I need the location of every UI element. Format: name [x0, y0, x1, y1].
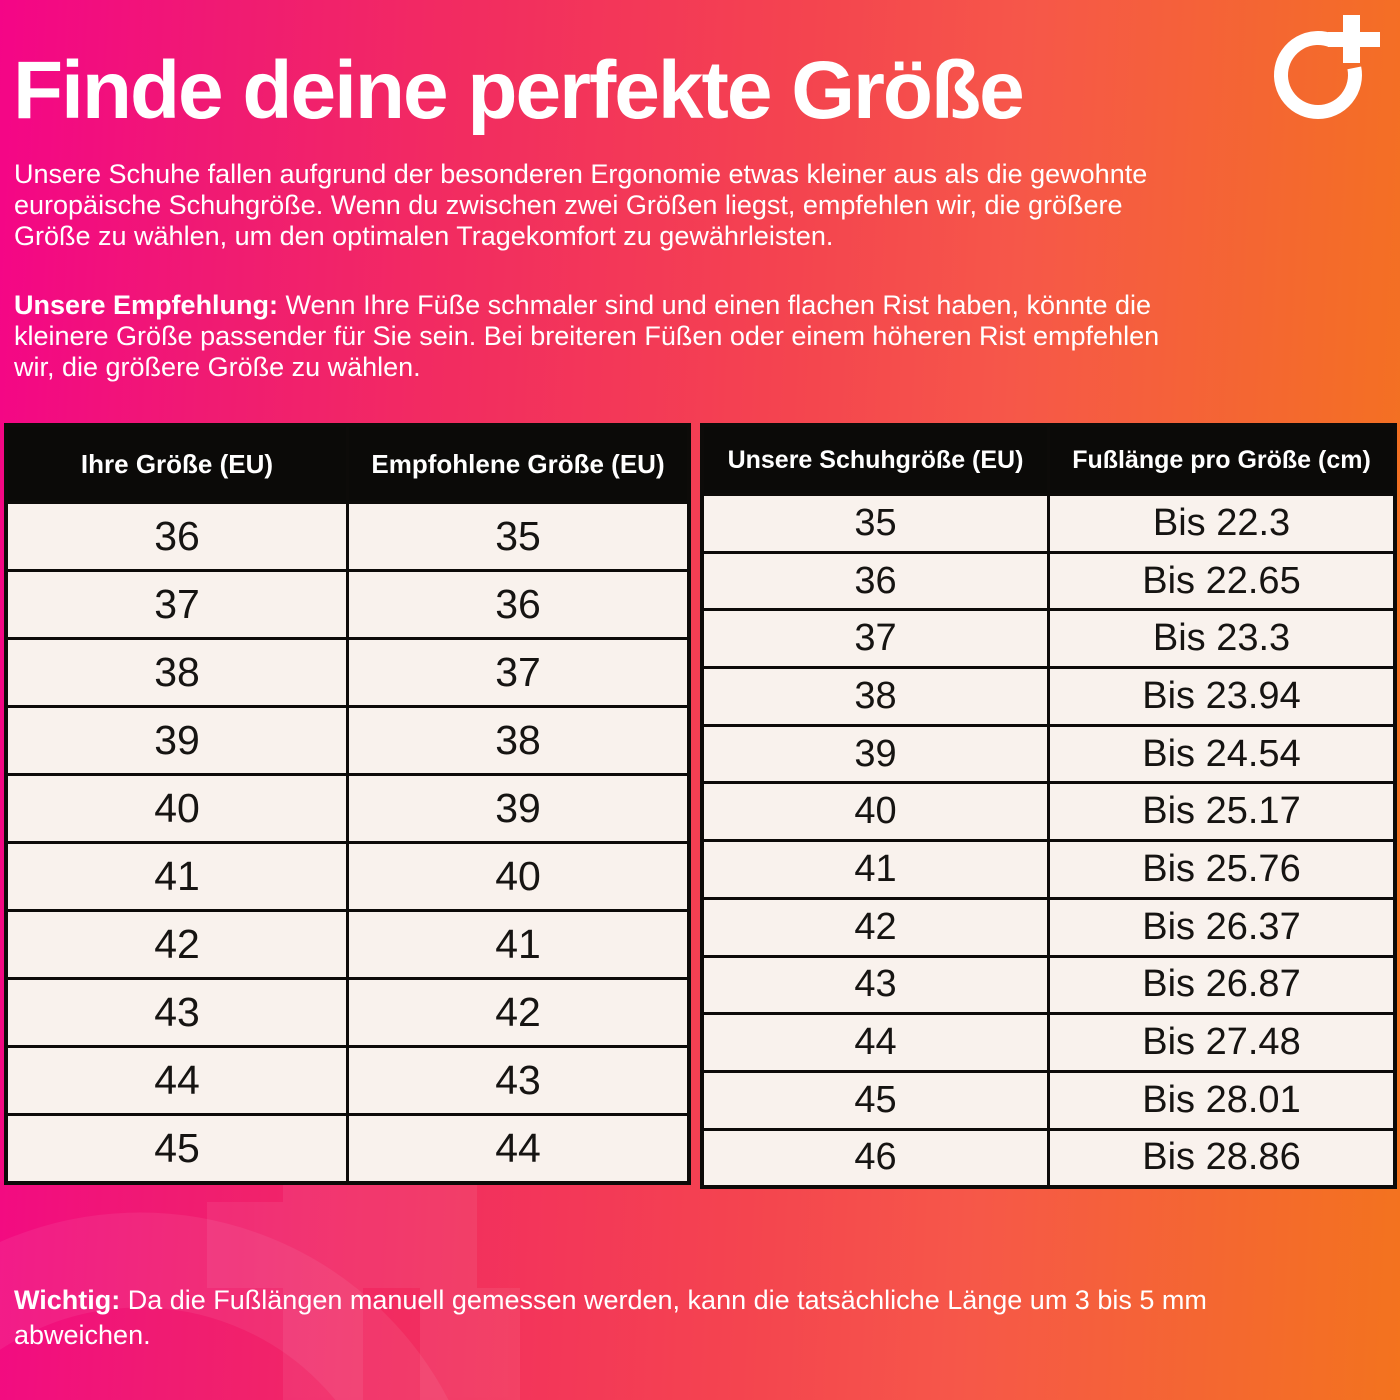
- table-row: 43 42: [4, 977, 691, 1048]
- table-cell: Bis 28.86: [1047, 1127, 1397, 1189]
- table-cell: 35: [346, 501, 691, 572]
- table-cell: 36: [346, 569, 691, 640]
- table-row: 36 35: [4, 501, 691, 572]
- table-cell: 39: [4, 705, 349, 776]
- table-cell: 43: [700, 954, 1050, 1016]
- table-cell: 39: [346, 773, 691, 844]
- table-cell: 40: [346, 841, 691, 912]
- header-row: Ihre Größe (EU) Empfohlene Größe (EU): [4, 423, 691, 504]
- table-cell: Bis 23.3: [1047, 608, 1397, 670]
- table-row: 46 Bis 28.86: [700, 1127, 1397, 1189]
- table-row: 41 40: [4, 841, 691, 912]
- table-cell: Bis 25.76: [1047, 839, 1397, 900]
- brand-logo-icon: [1274, 15, 1380, 120]
- table-cell: 38: [700, 666, 1050, 727]
- table-cell: 36: [4, 501, 349, 572]
- important-note: Wichtig: Da die Fußlängen manuell gemess…: [14, 1283, 1394, 1353]
- table-cell: 42: [4, 909, 349, 980]
- table-cell: 39: [700, 723, 1050, 785]
- table-cell: 38: [346, 705, 691, 776]
- table-cell: Bis 25.17: [1047, 781, 1397, 843]
- table-cell: 42: [700, 896, 1050, 958]
- column-header: Empfohlene Größe (EU): [346, 423, 691, 504]
- table-cell: 38: [4, 637, 349, 708]
- table-row: 40 39: [4, 773, 691, 844]
- note-label: Wichtig:: [14, 1285, 121, 1315]
- table-cell: Bis 24.54: [1047, 723, 1397, 785]
- table-row: 38 37: [4, 637, 691, 708]
- table-cell: Bis 26.87: [1047, 954, 1397, 1016]
- table-row: 37 36: [4, 569, 691, 640]
- table-row: 45 44: [4, 1113, 691, 1185]
- intro-text: Unsere Schuhe fallen aufgrund der besond…: [14, 159, 1148, 251]
- table-row: 36 Bis 22.65: [700, 550, 1397, 612]
- table-row: 35 Bis 22.3: [700, 493, 1397, 554]
- table-cell: Bis 22.3: [1047, 493, 1397, 554]
- column-header: Ihre Größe (EU): [4, 423, 349, 504]
- table-cell: 46: [700, 1127, 1050, 1189]
- table-cell: 41: [700, 839, 1050, 900]
- table-cell: 44: [4, 1045, 349, 1116]
- table-cell: Bis 28.01: [1047, 1069, 1397, 1131]
- table-cell: 41: [4, 841, 349, 912]
- table-row: 38 Bis 23.94: [700, 666, 1397, 727]
- table-row: 42 Bis 26.37: [700, 896, 1397, 958]
- table-cell: 42: [346, 977, 691, 1048]
- recommendation-label: Unsere Empfehlung:: [14, 290, 279, 320]
- table-cell: 40: [700, 781, 1050, 843]
- table-cell: 37: [346, 637, 691, 708]
- table-cell: 37: [4, 569, 349, 640]
- table-cell: Bis 22.65: [1047, 550, 1397, 612]
- table-cell: Bis 23.94: [1047, 666, 1397, 727]
- table-cell: 44: [346, 1113, 691, 1185]
- column-header: Fußlänge pro Größe (cm): [1047, 423, 1397, 496]
- table-row: 39 38: [4, 705, 691, 776]
- table-row: 44 Bis 27.48: [700, 1012, 1397, 1073]
- table-row: 45 Bis 28.01: [700, 1069, 1397, 1131]
- table-row: 43 Bis 26.87: [700, 954, 1397, 1016]
- column-header: Unsere Schuhgröße (EU): [700, 423, 1050, 496]
- table-row: 40 Bis 25.17: [700, 781, 1397, 843]
- table-cell: 43: [346, 1045, 691, 1116]
- note-body: Da die Fußlängen manuell gemessen werden…: [14, 1285, 1207, 1350]
- table-row: 37 Bis 23.3: [700, 608, 1397, 670]
- table-cell: 36: [700, 550, 1050, 612]
- table-cell: 43: [4, 977, 349, 1048]
- table-row: 39 Bis 24.54: [700, 723, 1397, 785]
- table-cell: 45: [4, 1113, 349, 1185]
- page-title: Finde deine perfekte Größe: [13, 45, 1025, 136]
- table-row: 44 43: [4, 1045, 691, 1116]
- table-cell: 40: [4, 773, 349, 844]
- table-cell: 37: [700, 608, 1050, 670]
- recommendation-text: Unsere Empfehlung: Wenn Ihre Füße schmal…: [14, 290, 1394, 383]
- table-cell: Bis 27.48: [1047, 1012, 1397, 1073]
- recommendation-body: Wenn Ihre Füße schmaler sind und einen f…: [14, 290, 1160, 382]
- table-cell: 45: [700, 1069, 1050, 1131]
- table-row: 42 41: [4, 909, 691, 980]
- table-cell: Bis 26.37: [1047, 896, 1397, 958]
- size-conversion-table: Ihre Größe (EU) Empfohlene Größe (EU) 36 35…: [4, 423, 691, 1185]
- foot-length-table: Unsere Schuhgröße (EU) Fußlänge pro Größe…: [700, 423, 1397, 1190]
- header-row: Unsere Schuhgröße (EU) Fußlänge pro Größe…: [700, 423, 1397, 496]
- table-row: 41 Bis 25.76: [700, 839, 1397, 900]
- table-cell: 41: [346, 909, 691, 980]
- table-cell: 44: [700, 1012, 1050, 1073]
- table-cell: 35: [700, 493, 1050, 554]
